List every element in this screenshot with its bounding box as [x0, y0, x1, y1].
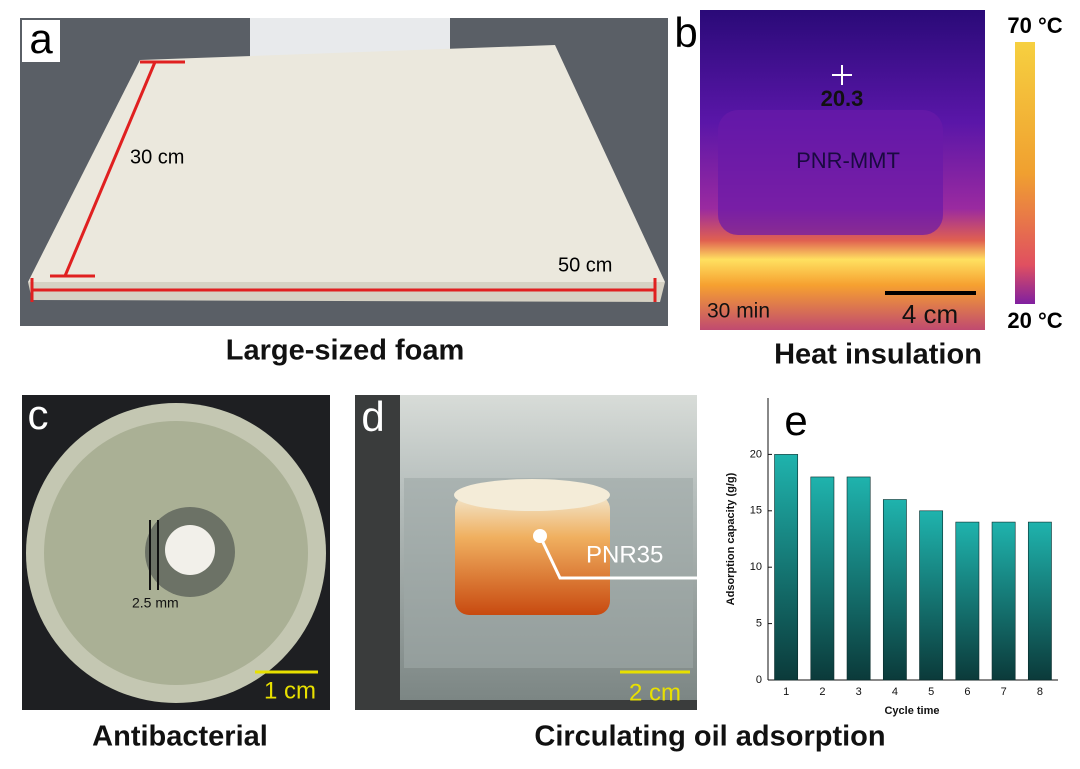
bar — [1027, 521, 1052, 681]
scale-bar-label: 2 cm — [629, 679, 681, 706]
caption: Antibacterial — [92, 721, 268, 753]
sample-label: PNR-MMT — [796, 148, 900, 173]
annotation: 2.5 mm — [132, 595, 179, 611]
scale-bar-label: 1 cm — [264, 677, 316, 704]
y-tick-label: 0 — [756, 674, 762, 686]
bar — [846, 476, 871, 681]
panel-label: d — [361, 393, 384, 440]
x-tick-label: 5 — [928, 686, 934, 698]
y-tick-label: 20 — [750, 448, 762, 460]
caption: Large-sized foam — [226, 335, 465, 367]
colorbar-max: 70 °C — [1007, 13, 1062, 38]
y-tick-label: 15 — [750, 505, 762, 517]
caption: Heat insulation — [774, 339, 982, 371]
x-tick-label: 6 — [964, 686, 970, 698]
panel-label: e — [784, 397, 807, 444]
x-tick-label: 8 — [1037, 686, 1043, 698]
photo-a — [20, 18, 668, 326]
panel-label: b — [674, 9, 697, 56]
time-label: 30 min — [707, 300, 770, 323]
bar-chart: Cycle time Adsorption capacity (g/g) 0 5 1… — [725, 398, 1058, 717]
annotation: 30 cm — [130, 146, 184, 168]
thermal-image — [700, 10, 1035, 330]
caption: Circulating oil adsorption — [534, 721, 885, 753]
x-tick-label: 1 — [783, 686, 789, 698]
bar — [774, 454, 799, 681]
bar — [882, 499, 907, 681]
bar — [919, 510, 944, 681]
bar — [955, 521, 980, 681]
sample-label: PNR35 — [586, 541, 663, 568]
y-tick-label: 5 — [756, 618, 762, 630]
x-tick-label: 4 — [892, 686, 898, 698]
x-tick-label: 3 — [856, 686, 862, 698]
scale-bar-label: 4 cm — [902, 299, 958, 329]
bar — [810, 476, 835, 681]
y-tick-label: 10 — [750, 561, 762, 573]
photo-d — [355, 395, 697, 710]
panel-label: c — [28, 391, 49, 438]
photo-c — [22, 395, 330, 710]
annotation: 50 cm — [558, 254, 612, 276]
x-axis-label: Cycle time — [884, 705, 939, 717]
x-tick-label: 2 — [819, 686, 825, 698]
temperature: 20.3 — [821, 86, 864, 111]
x-tick-label: 7 — [1001, 686, 1007, 698]
bar — [991, 521, 1016, 681]
y-axis-label: Adsorption capacity (g/g) — [725, 472, 737, 605]
colorbar-min: 20 °C — [1007, 308, 1062, 333]
panel-label: a — [29, 15, 53, 62]
